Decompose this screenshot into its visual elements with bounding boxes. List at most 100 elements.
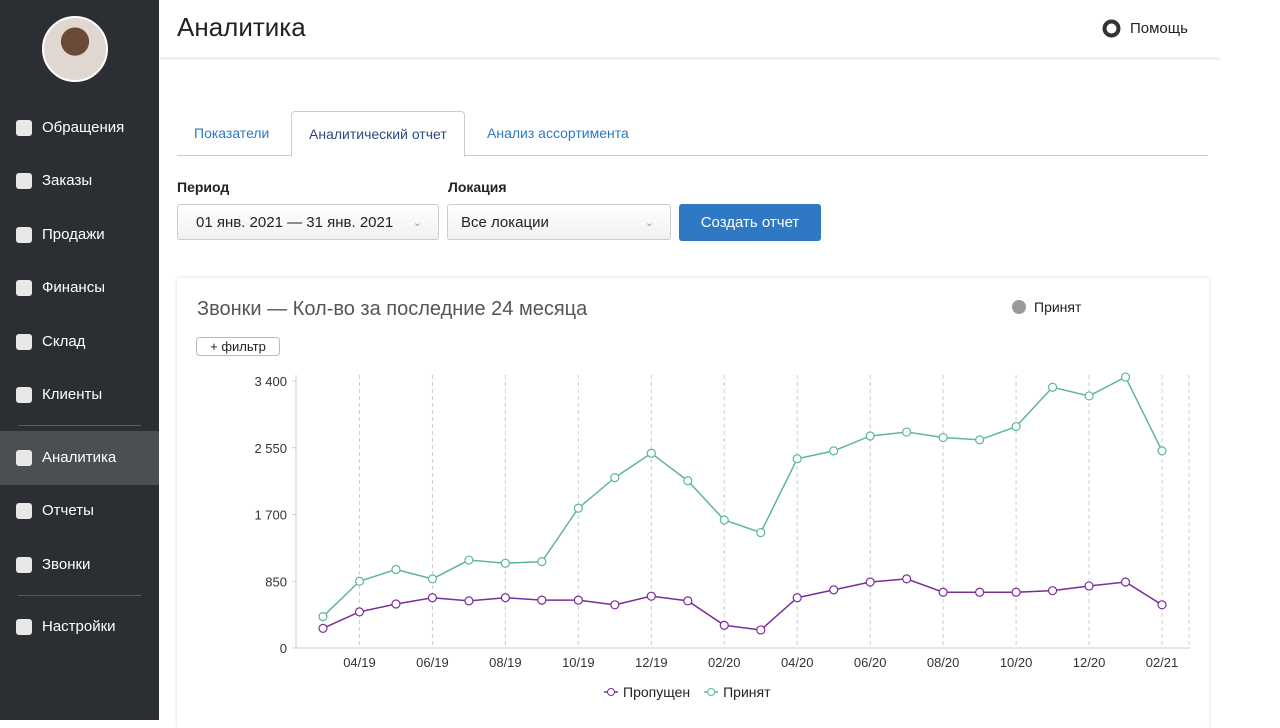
location-value: Все локации [461,214,549,231]
location-label: Локация [448,179,507,195]
nav-label: Финансы [42,279,105,296]
chart-title: Звонки — Кол-во за последние 24 месяца [197,298,588,320]
data-point [683,476,693,486]
x-tick-label: 04/20 [781,655,814,670]
control-label: Принят [1034,299,1082,315]
location-select[interactable]: Все локации ⌄ [447,204,671,240]
nav-item[interactable]: Финансы [0,268,159,308]
nav-item[interactable]: Отчеты [0,491,159,531]
data-point [683,596,693,606]
nav-label: Отчеты [42,502,94,519]
help-icon [1102,19,1121,38]
data-point [646,591,656,601]
nav-item[interactable]: Звонки [0,545,159,585]
nav-item[interactable]: Клиенты [0,375,159,415]
data-point [610,472,620,483]
data-point [1120,577,1131,587]
data-point [756,625,766,635]
x-tick-label: 02/20 [708,655,741,670]
data-point [938,587,948,597]
y-tick-label: 0 [280,641,287,656]
data-point [500,593,510,603]
nav-item[interactable]: Аналитика [0,431,159,485]
data-point [1047,382,1058,392]
nav-separator [18,595,141,596]
tab[interactable]: Показатели [194,125,270,141]
data-point [1011,421,1021,432]
data-point [573,503,583,513]
nav-icon [16,619,32,635]
page-title: Аналитика [177,12,306,42]
legend-marker [607,688,615,696]
data-point [719,515,729,525]
nav-item[interactable]: Заказы [0,161,159,201]
data-point [537,557,547,567]
nav-icon [16,173,32,189]
tab[interactable]: Аналитический отчет [291,111,465,157]
nav-icon [16,557,32,573]
avatar[interactable] [42,16,108,82]
data-point [938,432,948,443]
nav-item[interactable]: Продажи [0,215,159,255]
legend-marker [707,688,716,696]
data-point [902,574,912,584]
data-point [1157,600,1167,610]
data-point [500,558,510,568]
data-point [427,574,438,584]
data-point [318,611,328,622]
header-divider [160,57,1220,60]
data-point [865,577,875,587]
y-tick-label: 2 550 [254,441,287,456]
series-line [322,376,1163,618]
x-tick-label: 06/19 [416,655,449,670]
data-point [1084,581,1094,591]
nav-icon [16,503,32,519]
data-point [573,595,583,605]
nav-separator [18,425,141,426]
data-point [865,431,875,441]
data-point [1047,586,1058,596]
x-tick-label: 02/21 [1146,655,1179,670]
nav-label: Звонки [42,556,91,573]
x-tick-label: 12/19 [635,655,668,670]
nav-item[interactable]: Обращения [0,108,159,148]
nav-icon [16,120,32,136]
x-tick-label: 06/20 [854,655,887,670]
data-point [975,587,985,597]
nav-icon [16,387,32,403]
data-point [829,585,839,595]
legend-label: Пропущен [623,684,690,700]
help-text: Помощь [1130,20,1188,37]
data-point [427,593,438,603]
nav-icon [16,334,32,350]
nav-label: Обращения [42,119,125,136]
filter-button[interactable]: + фильтр [210,339,266,354]
data-point [318,623,328,633]
nav-item[interactable]: Настройки [0,607,159,647]
data-point [464,596,474,606]
data-point [902,427,912,437]
nav-icon [16,227,32,243]
tabs-line [177,155,1208,156]
tab[interactable]: Анализ ассортимента [487,125,629,141]
data-point [829,446,839,456]
y-tick-label: 3 400 [254,374,287,389]
legend-label: Принят [723,684,771,700]
nav-label: Клиенты [42,386,103,403]
sidebar: Обращения Заказы Продажи Финансы Склад Клиент… [0,0,159,720]
data-point [391,564,401,575]
x-tick-label: 04/19 [343,655,376,670]
data-point [391,599,401,609]
nav-item[interactable]: Склад [0,322,159,362]
data-point [1011,587,1021,597]
data-point [1084,391,1094,401]
filter-button-box [196,337,280,356]
nav-label: Настройки [42,618,116,635]
y-tick-label: 1 700 [254,508,287,523]
data-point [719,620,729,630]
create-report-button[interactable]: Создать отчет [679,204,821,241]
data-point [354,576,365,586]
x-tick-label: 12/20 [1073,655,1106,670]
period-select[interactable]: 01 янв. 2021 — 31 янв. 2021 ⌄ [177,204,439,240]
